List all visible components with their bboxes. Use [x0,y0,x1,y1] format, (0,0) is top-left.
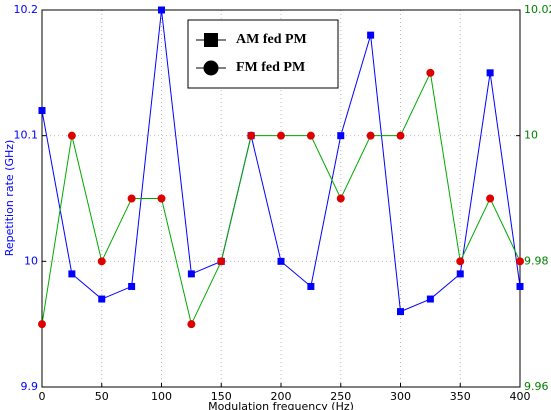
data-point [98,295,106,303]
y2-tick-label: 10 [524,129,538,142]
data-point [217,257,226,266]
data-point [277,257,285,265]
x-tick-label: 400 [510,390,531,403]
data-point [157,194,166,203]
plot-frame [41,9,521,388]
x-tick-label: 0 [39,390,46,403]
data-point [127,194,136,203]
data-point [486,69,494,77]
data-point [456,270,464,278]
data-point [187,320,196,329]
data-point [486,194,495,203]
data-point [67,131,76,140]
x-tick-label: 250 [330,390,351,403]
legend-label: FM fed PM [236,60,305,75]
x-tick-label: 200 [271,390,292,403]
y2-tick-label: 9.96 [524,380,549,393]
data-point [337,132,345,140]
x-tick-label: 350 [450,390,471,403]
y-tick-label: 10.2 [14,3,39,16]
y-tick-label: 10.1 [14,129,39,142]
data-point [367,31,375,39]
data-point [38,107,46,115]
x-tick-label: 100 [151,390,172,403]
y-axis-label: Repetition rate (GHz) [3,140,16,257]
y-tick-label: 10 [24,254,38,267]
data-point [68,270,76,278]
legend-box [187,19,339,89]
data-point [247,131,256,140]
y2-tick-label: 10.02 [524,3,551,16]
data-point [426,68,435,77]
y-tick-label: 9.9 [21,380,39,393]
data-point [366,131,375,140]
data-point [97,257,106,266]
data-point [396,131,405,140]
x-tick-label: 300 [390,390,411,403]
data-point [128,282,136,290]
data-point [516,282,524,290]
data-point [158,6,165,14]
data-point [306,131,315,140]
legend-marker [203,60,219,76]
data-point [187,270,195,278]
y2-tick-label: 9.98 [524,254,549,267]
data-point [426,295,434,303]
data-point [397,308,404,316]
data-point [456,257,465,266]
x-axis-label: Modulation frequency (Hz) [208,400,354,410]
legend-marker [204,33,218,47]
data-point [277,131,285,140]
data-point [38,320,46,329]
data-point [336,194,345,203]
x-tick-label: 150 [211,390,232,403]
data-point [307,282,315,290]
data-point [516,257,524,266]
x-tick-label: 50 [95,390,109,403]
legend-label: AM fed PM [236,32,307,47]
